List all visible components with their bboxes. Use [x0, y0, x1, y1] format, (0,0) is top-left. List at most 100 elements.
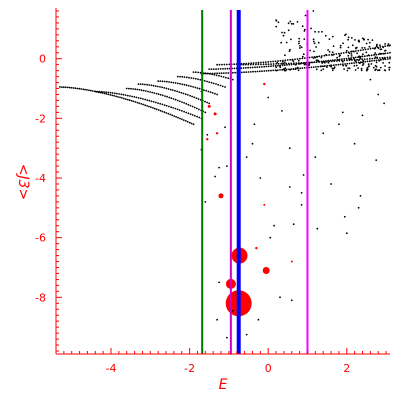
data-point: [338, 55, 341, 58]
data-point: [366, 55, 368, 57]
data-point: [171, 114, 174, 117]
data-point: [346, 59, 348, 62]
data-point: [167, 112, 170, 115]
data-point: [220, 75, 223, 78]
data-point: [218, 72, 221, 75]
data-point: [61, 86, 63, 88]
data-point: [312, 57, 315, 59]
data-point: [364, 48, 367, 51]
data-point: [361, 55, 363, 58]
data-point: [377, 93, 380, 96]
data-point: [169, 113, 172, 116]
data-point: [82, 88, 85, 91]
data-point: [312, 10, 315, 12]
data-point: [111, 92, 114, 94]
data-point: [152, 101, 155, 103]
data-point: [322, 132, 325, 135]
data-point: [376, 69, 379, 72]
data-point: [350, 37, 353, 39]
data-point: [156, 85, 159, 88]
data-point: [303, 67, 306, 69]
data-point: [194, 114, 196, 117]
data-point: [137, 83, 140, 85]
data-point: [100, 90, 103, 93]
data-point: [98, 90, 101, 93]
data-point: [277, 62, 280, 65]
data-point: [356, 52, 358, 55]
data-point: [161, 80, 164, 83]
data-point: [120, 93, 123, 96]
data-point: [365, 42, 368, 45]
data-point: [191, 105, 194, 108]
data-point: [347, 46, 350, 49]
data-point: [226, 67, 229, 70]
data-point: [292, 62, 295, 65]
data-point: [216, 63, 219, 66]
data-point: [287, 22, 290, 25]
data-point: [231, 78, 234, 81]
data-point: [165, 87, 168, 90]
data-point: [360, 67, 363, 70]
data-point: [128, 99, 131, 102]
data-point: [353, 50, 355, 53]
data-point: [387, 43, 390, 45]
data-point: [168, 81, 171, 83]
data-point: [176, 75, 179, 78]
data-point: [309, 49, 311, 52]
data-point: [193, 96, 196, 99]
data-point: [337, 59, 339, 61]
data-point: [313, 61, 315, 64]
data-point: [109, 91, 112, 94]
data-point: [354, 69, 357, 71]
data-point: [150, 84, 153, 87]
data-point: [277, 60, 279, 62]
data-point: [302, 174, 305, 176]
data-point: [252, 63, 255, 66]
data-point: [327, 61, 330, 64]
data-point: [270, 63, 272, 65]
data-point: [356, 58, 358, 61]
data-point: [138, 102, 141, 105]
data-point: [198, 108, 200, 111]
data-point: [192, 123, 195, 126]
data-point: [300, 204, 303, 206]
data-point: [249, 63, 252, 66]
data-point: [372, 47, 374, 50]
data-point: [103, 91, 105, 93]
data-point: [181, 118, 183, 121]
data-point: [225, 76, 227, 79]
data-point: [94, 90, 97, 93]
data-point: [351, 44, 354, 47]
data-point: [280, 62, 283, 65]
data-point: [161, 94, 164, 97]
data-point: [197, 78, 199, 81]
data-point: [378, 52, 381, 55]
data-point: [171, 89, 174, 91]
data-point: [355, 61, 358, 64]
data-point: [181, 101, 183, 103]
data-point: [244, 63, 247, 66]
data-point: [181, 83, 184, 86]
data-point: [121, 97, 123, 99]
data-point: [348, 62, 351, 65]
data-point: [208, 81, 211, 83]
data-point: [388, 66, 391, 69]
data-point: [155, 101, 157, 104]
data-point: [287, 62, 290, 65]
data-point: [326, 66, 328, 68]
data-point: [312, 40, 315, 43]
data-point: [386, 56, 389, 59]
data-point: [358, 56, 360, 58]
data-point: [144, 90, 147, 92]
data-point: [296, 58, 299, 60]
data-point: [148, 99, 151, 102]
data-point: [86, 89, 88, 91]
data-point: [207, 72, 210, 75]
data-point: [174, 82, 177, 84]
data-point: [348, 52, 351, 55]
data-point: [161, 86, 164, 89]
data-point: [284, 54, 286, 57]
data-point: [358, 62, 361, 65]
data-point: [144, 104, 147, 107]
data-point: [322, 61, 325, 63]
